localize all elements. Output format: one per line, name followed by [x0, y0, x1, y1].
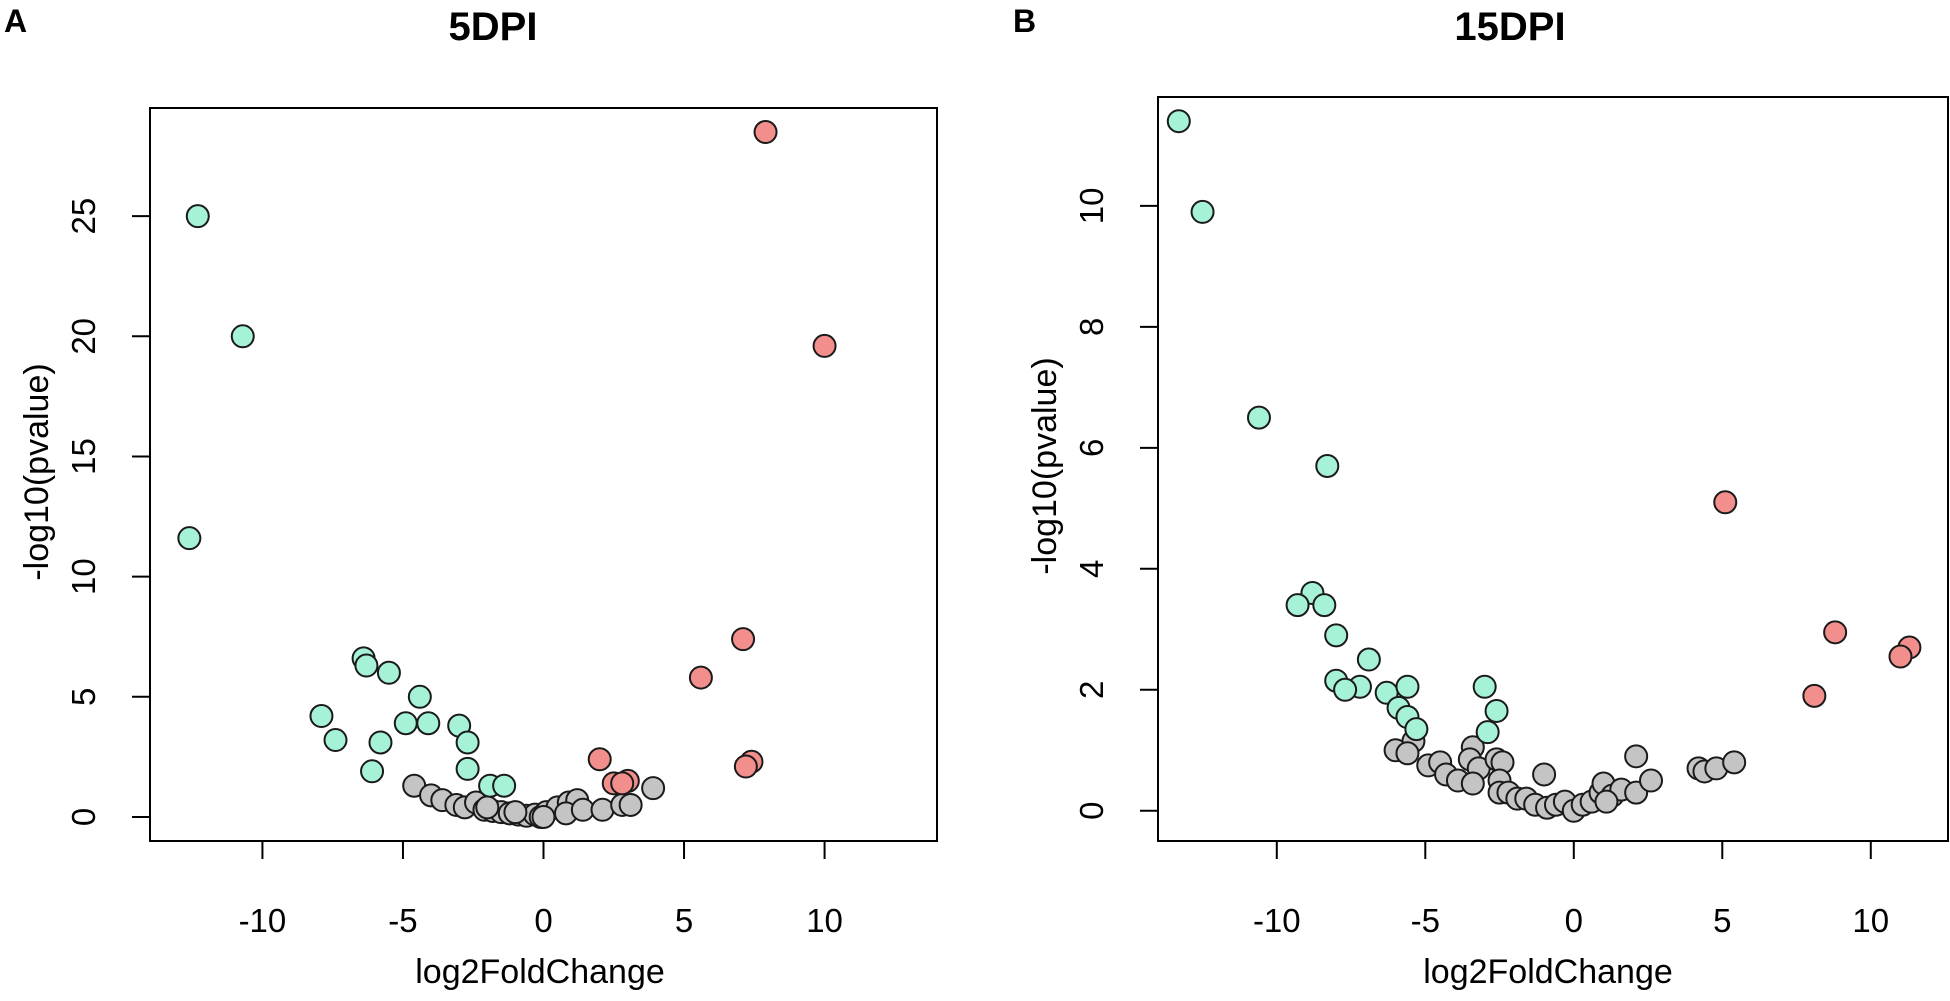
panel-a-x-tick-label: 10: [806, 902, 843, 939]
panel-a-y-tick-label: 20: [65, 318, 102, 355]
data-point-up: [688, 665, 713, 690]
panel-a-y-axis-title: -log10(pvalue): [18, 363, 56, 580]
data-point-ns: [1722, 750, 1747, 775]
data-point-down: [407, 684, 432, 709]
data-point-up: [1823, 620, 1848, 645]
data-point-up: [587, 747, 612, 772]
panel-b: B 15DPI -10 -5 0 5 10 0 2 4 6 8 10 log2F…: [1013, 3, 1949, 991]
data-point-down: [177, 526, 202, 551]
panel-a-y-tick-label: 15: [65, 438, 102, 475]
data-point-up: [753, 120, 778, 145]
panel-b-x-tick-label: 5: [1713, 902, 1731, 939]
data-point-down: [1356, 647, 1381, 672]
panel-a-y-tick-label: 10: [65, 558, 102, 595]
data-point-down: [1190, 199, 1215, 224]
data-point-down: [323, 728, 348, 753]
data-point-ns: [1395, 741, 1420, 766]
panel-b-points: [1166, 109, 1922, 823]
panel-a-x-tick-label: -5: [388, 902, 417, 939]
panel-b-x-tick-label: -5: [1411, 902, 1440, 939]
data-point-up: [1713, 490, 1738, 515]
data-point-up: [812, 333, 837, 358]
data-point-up: [1888, 644, 1913, 669]
data-point-ns: [531, 804, 556, 829]
panel-a-points: [177, 120, 837, 829]
panel-b-title: 15DPI: [1454, 5, 1565, 49]
panel-b-plot-frame: [1157, 96, 1949, 842]
data-point-down: [185, 204, 210, 229]
data-point-down: [1475, 720, 1500, 745]
data-point-ns: [618, 792, 643, 817]
data-point-ns: [1460, 771, 1485, 796]
data-point-down: [230, 324, 255, 349]
data-point-up: [610, 771, 635, 796]
data-point-ns: [590, 797, 615, 822]
data-point-down: [1484, 698, 1509, 723]
panel-a: A 5DPI -10 -5 0 5 10 0 5 10 15 20 25 log…: [4, 3, 938, 991]
panel-b-y-tick-label: 4: [1073, 560, 1110, 578]
data-point-ns: [475, 795, 500, 820]
data-point-down: [1166, 109, 1191, 134]
panel-a-title: 5DPI: [449, 5, 538, 49]
data-point-down: [360, 759, 385, 784]
data-point-down: [455, 730, 480, 755]
data-point-down: [1324, 623, 1349, 648]
data-point-ns: [1639, 768, 1664, 793]
data-point-down: [1312, 593, 1337, 618]
panel-b-y-tick-label: 0: [1073, 802, 1110, 820]
panel-b-y-axis-title: -log10(pvalue): [1026, 357, 1064, 574]
data-point-down: [368, 730, 393, 755]
panel-a-letter: A: [4, 3, 27, 39]
data-point-down: [376, 660, 401, 685]
data-point-down: [1404, 717, 1429, 742]
panel-b-x-tick-label: 10: [1852, 902, 1889, 939]
panel-a-plot-frame: [149, 107, 938, 842]
data-point-down: [393, 711, 418, 736]
data-point-ns: [1594, 789, 1619, 814]
panel-b-y-tick-label: 2: [1073, 681, 1110, 699]
data-point-ns: [1532, 762, 1557, 787]
data-point-down: [1246, 405, 1271, 430]
data-point-ns: [503, 800, 528, 825]
panel-b-letter: B: [1013, 3, 1036, 39]
panel-a-x-tick-label: -10: [239, 902, 287, 939]
data-point-down: [309, 704, 334, 729]
data-point-down: [1285, 593, 1310, 618]
panel-b-x-tick-label: -10: [1253, 902, 1301, 939]
data-point-down: [416, 711, 441, 736]
panel-a-x-axis-title: log2FoldChange: [415, 953, 665, 991]
data-point-down: [1333, 677, 1358, 702]
panel-b-y-tick-label: 6: [1073, 439, 1110, 457]
data-point-up: [731, 627, 756, 652]
data-point-down: [1395, 674, 1420, 699]
panel-a-y-tick-label: 25: [65, 198, 102, 235]
data-point-up: [733, 754, 758, 779]
data-point-down: [455, 756, 480, 781]
data-point-down: [354, 653, 379, 678]
panel-a-x-tick-label: 0: [534, 902, 552, 939]
data-point-down: [1472, 674, 1497, 699]
data-point-down: [492, 773, 517, 798]
panel-b-y-tick-label: 8: [1073, 318, 1110, 336]
panel-a-y-tick-label: 0: [65, 808, 102, 826]
panel-a-y-tick-label: 5: [65, 688, 102, 706]
data-point-ns: [1624, 744, 1649, 769]
panel-a-x-tick-label: 5: [675, 902, 693, 939]
data-point-down: [1315, 453, 1340, 478]
data-point-ns: [641, 776, 666, 801]
panel-b-x-tick-label: 0: [1565, 902, 1583, 939]
data-point-up: [1802, 683, 1827, 708]
panel-b-y-tick-label: 10: [1073, 188, 1110, 225]
panel-b-x-axis-title: log2FoldChange: [1423, 953, 1673, 991]
